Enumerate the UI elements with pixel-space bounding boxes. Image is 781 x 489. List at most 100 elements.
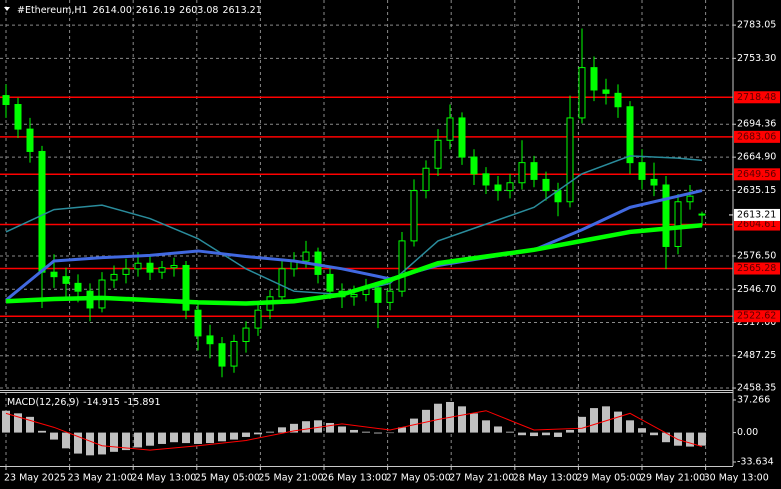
candle-body [374, 287, 382, 303]
level-label-box [734, 310, 780, 323]
signal-line [5, 410, 703, 451]
signal-value: -15.891 [124, 397, 161, 408]
candle-body [530, 162, 538, 180]
macd-bar [194, 432, 202, 444]
price-label: 2613.21 [737, 209, 776, 220]
candle-body [398, 240, 406, 292]
macd-bar [14, 413, 22, 433]
macd-bar [482, 420, 490, 433]
macd-bar [134, 432, 142, 448]
candle-body [578, 67, 586, 119]
y-tick-label: 2694.36 [737, 119, 776, 130]
candle-body [230, 340, 238, 367]
candle-body [38, 150, 46, 273]
macd-bar [530, 432, 538, 437]
high: 2616.19 [136, 5, 175, 16]
candle-body [206, 335, 214, 345]
macd-bar [518, 432, 526, 436]
x-tick-label: 29 May 21:00 [640, 473, 705, 484]
candle-body [254, 309, 262, 329]
macd-bar [98, 432, 106, 455]
x-tick-label: 30 May 13:00 [704, 473, 769, 484]
candle-body [422, 167, 430, 192]
candle-body [386, 290, 394, 303]
x-tick-label: 26 May 13:00 [322, 473, 387, 484]
macd-bar [254, 432, 262, 435]
candle-body [482, 173, 490, 186]
macd-bar [26, 416, 34, 433]
candle-body [638, 162, 646, 180]
macd-bar [542, 432, 550, 436]
y-tick-label: -33.634 [737, 457, 774, 468]
y-tick-label: 2487.25 [737, 350, 776, 361]
candle-body [458, 117, 466, 158]
macd-bar [86, 432, 94, 456]
candle-body [434, 139, 442, 169]
macd-title: MACD(12,26,9) [7, 397, 79, 408]
level-label-box [734, 91, 780, 104]
macd-bar [662, 432, 670, 443]
candle-body [14, 104, 22, 130]
candle-body [494, 184, 502, 192]
y-tick-label: 2664.90 [737, 152, 776, 163]
macd-bar [158, 432, 166, 444]
macd-bar [434, 403, 442, 433]
plot [0, 28, 733, 456]
macd-bar [614, 411, 622, 433]
candle-body [26, 128, 34, 152]
x-tick-label: 23 May 2025 [4, 473, 66, 484]
macd-bar [638, 428, 646, 433]
candle-body [134, 262, 142, 270]
y-tick-label: 2635.15 [737, 185, 776, 196]
menu-arrow[interactable] [4, 7, 10, 11]
macd-bar [74, 432, 82, 454]
candle-body [698, 213, 706, 216]
grid [0, 0, 733, 466]
candle-body [74, 282, 82, 292]
x-tick-label: 25 May 21:00 [258, 473, 323, 484]
macd-bar [362, 431, 370, 433]
candle-body [410, 190, 418, 242]
macd-bar [686, 432, 694, 447]
candle-body [242, 327, 250, 342]
candle-body [2, 95, 10, 106]
macd-bar [206, 432, 214, 444]
candle-body [62, 276, 70, 284]
y-tick-label: 2783.05 [737, 20, 776, 31]
macd-bar [38, 430, 46, 433]
macd-bar [290, 423, 298, 433]
candle-body [686, 195, 694, 203]
macd-bar [374, 432, 382, 434]
macd-bar [302, 421, 310, 433]
level-label: 2522.62 [737, 311, 776, 322]
candle-body [182, 264, 190, 311]
y-tick-label: 2458.35 [737, 383, 776, 394]
candle-body [590, 67, 598, 91]
macd-bar [122, 432, 130, 451]
candle-body [650, 178, 658, 186]
macd-bar [242, 432, 250, 437]
level-label: 2565.28 [737, 263, 776, 274]
chart-header: #Ethereum,H1 2614.00 2616.19 2603.08 2613.21 [17, 5, 262, 16]
candle-body [146, 262, 154, 273]
moving-average [5, 222, 703, 306]
candle-body [98, 279, 106, 309]
level-label: 2683.06 [737, 131, 776, 142]
y-tick-label: 2546.70 [737, 284, 776, 295]
macd-bar [590, 408, 598, 433]
candle-body [662, 184, 670, 247]
macd-bar [626, 420, 634, 433]
candle-body [218, 343, 226, 367]
y-tick-label: 0.00 [737, 427, 758, 438]
candle-body [614, 92, 622, 108]
symbol: #Ethereum,H1 [17, 5, 88, 16]
candle-body [446, 117, 454, 141]
macd-bar [398, 427, 406, 433]
candle-body [542, 178, 550, 192]
macd-bar [230, 432, 238, 440]
x-tick-label: 27 May 21:00 [449, 473, 514, 484]
candle-body [170, 264, 178, 269]
